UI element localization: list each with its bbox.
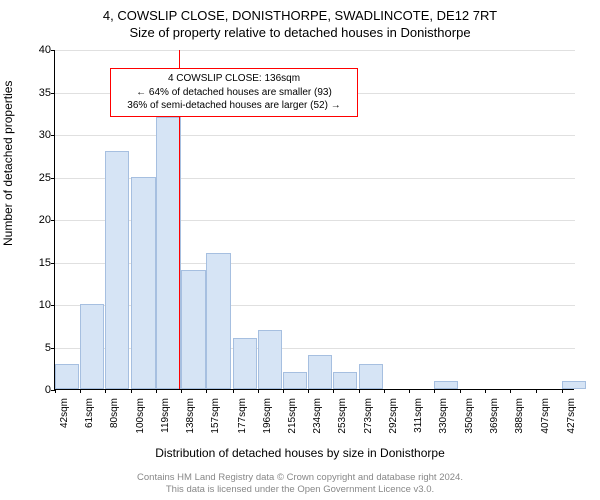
chart-bar <box>359 364 383 390</box>
chart-annotation-line: 36% of semi-detached houses are larger (… <box>117 99 351 113</box>
chart-xtick-label: 80sqm <box>109 398 120 442</box>
chart-xtick-label: 292sqm <box>388 398 399 442</box>
chart-bar <box>105 151 129 389</box>
chart-xtick-label: 42sqm <box>59 398 70 442</box>
chart-bar <box>333 372 357 389</box>
chart-xtick-mark <box>485 389 486 393</box>
chart-xtick-label: 311sqm <box>413 398 424 442</box>
chart-ytick-label: 40 <box>27 44 51 56</box>
chart-xtick-label: 369sqm <box>489 398 500 442</box>
chart-xtick-label: 388sqm <box>514 398 525 442</box>
chart-xtick-mark <box>105 389 106 393</box>
chart-ytick-label: 35 <box>27 87 51 99</box>
chart-xtick-label: 215sqm <box>287 398 298 442</box>
chart-xtick-mark <box>384 389 385 393</box>
chart-xtick-label: 177sqm <box>237 398 248 442</box>
chart-xtick-mark <box>460 389 461 393</box>
chart-ytick-mark <box>51 135 55 136</box>
chart-xtick-label: 273sqm <box>363 398 374 442</box>
chart-ytick-mark <box>51 93 55 94</box>
chart-ytick-mark <box>51 50 55 51</box>
chart-bar <box>434 381 458 390</box>
chart-bar <box>308 355 332 389</box>
chart-annotation-box: 4 COWSLIP CLOSE: 136sqm← 64% of detached… <box>110 68 358 117</box>
chart-ytick-mark <box>51 348 55 349</box>
chart-xtick-label: 157sqm <box>210 398 221 442</box>
footer-line-1: Contains HM Land Registry data © Crown c… <box>0 472 600 484</box>
chart-ytick-label: 5 <box>27 342 51 354</box>
chart-ytick-label: 10 <box>27 299 51 311</box>
chart-container: Number of detached properties 0510152025… <box>0 46 600 466</box>
chart-xtick-mark <box>333 389 334 393</box>
chart-bar <box>562 381 586 390</box>
chart-xtick-mark <box>409 389 410 393</box>
chart-xtick-mark <box>562 389 563 393</box>
chart-ytick-mark <box>51 220 55 221</box>
chart-bar <box>206 253 230 389</box>
chart-annotation-line: 4 COWSLIP CLOSE: 136sqm <box>117 72 351 86</box>
chart-x-axis-label: Distribution of detached houses by size … <box>0 446 600 460</box>
footer-line-2: This data is licensed under the Open Gov… <box>0 484 600 496</box>
chart-xtick-mark <box>80 389 81 393</box>
chart-xtick-label: 234sqm <box>312 398 323 442</box>
chart-bar <box>131 177 155 390</box>
chart-gridline <box>55 50 575 51</box>
chart-xtick-mark <box>359 389 360 393</box>
chart-xtick-label: 427sqm <box>566 398 577 442</box>
chart-xtick-label: 253sqm <box>337 398 348 442</box>
chart-xtick-mark <box>510 389 511 393</box>
chart-xtick-label: 100sqm <box>135 398 146 442</box>
chart-bar <box>233 338 257 389</box>
footer-attribution: Contains HM Land Registry data © Crown c… <box>0 472 600 496</box>
chart-ytick-label: 15 <box>27 257 51 269</box>
chart-xtick-mark <box>536 389 537 393</box>
chart-bar <box>55 364 79 390</box>
chart-xtick-label: 330sqm <box>438 398 449 442</box>
chart-ytick-mark <box>51 263 55 264</box>
chart-ytick-label: 0 <box>27 384 51 396</box>
chart-xtick-label: 119sqm <box>160 398 171 442</box>
page-title: 4, COWSLIP CLOSE, DONISTHORPE, SWADLINCO… <box>0 0 600 23</box>
chart-bar <box>156 117 180 389</box>
chart-xtick-label: 196sqm <box>262 398 273 442</box>
chart-xtick-label: 61sqm <box>84 398 95 442</box>
chart-xtick-mark <box>283 389 284 393</box>
chart-xtick-label: 407sqm <box>540 398 551 442</box>
chart-xtick-mark <box>206 389 207 393</box>
chart-plot-area: 051015202530354042sqm61sqm80sqm100sqm119… <box>54 50 574 390</box>
chart-ytick-mark <box>51 178 55 179</box>
chart-xtick-label: 138sqm <box>185 398 196 442</box>
chart-ytick-label: 30 <box>27 129 51 141</box>
chart-bar <box>181 270 205 389</box>
page-subtitle: Size of property relative to detached ho… <box>0 23 600 40</box>
chart-xtick-mark <box>233 389 234 393</box>
chart-ytick-mark <box>51 305 55 306</box>
chart-annotation-line: ← 64% of detached houses are smaller (93… <box>117 86 351 100</box>
chart-ytick-label: 25 <box>27 172 51 184</box>
chart-xtick-mark <box>156 389 157 393</box>
chart-xtick-mark <box>55 389 56 393</box>
chart-gridline <box>55 135 575 136</box>
chart-ytick-label: 20 <box>27 214 51 226</box>
chart-xtick-mark <box>131 389 132 393</box>
chart-y-axis-label: Number of detached properties <box>1 81 15 246</box>
chart-xtick-label: 350sqm <box>464 398 475 442</box>
chart-bar <box>283 372 307 389</box>
chart-bar <box>80 304 104 389</box>
chart-xtick-mark <box>258 389 259 393</box>
chart-xtick-mark <box>434 389 435 393</box>
chart-xtick-mark <box>181 389 182 393</box>
chart-xtick-mark <box>308 389 309 393</box>
chart-bar <box>258 330 282 390</box>
